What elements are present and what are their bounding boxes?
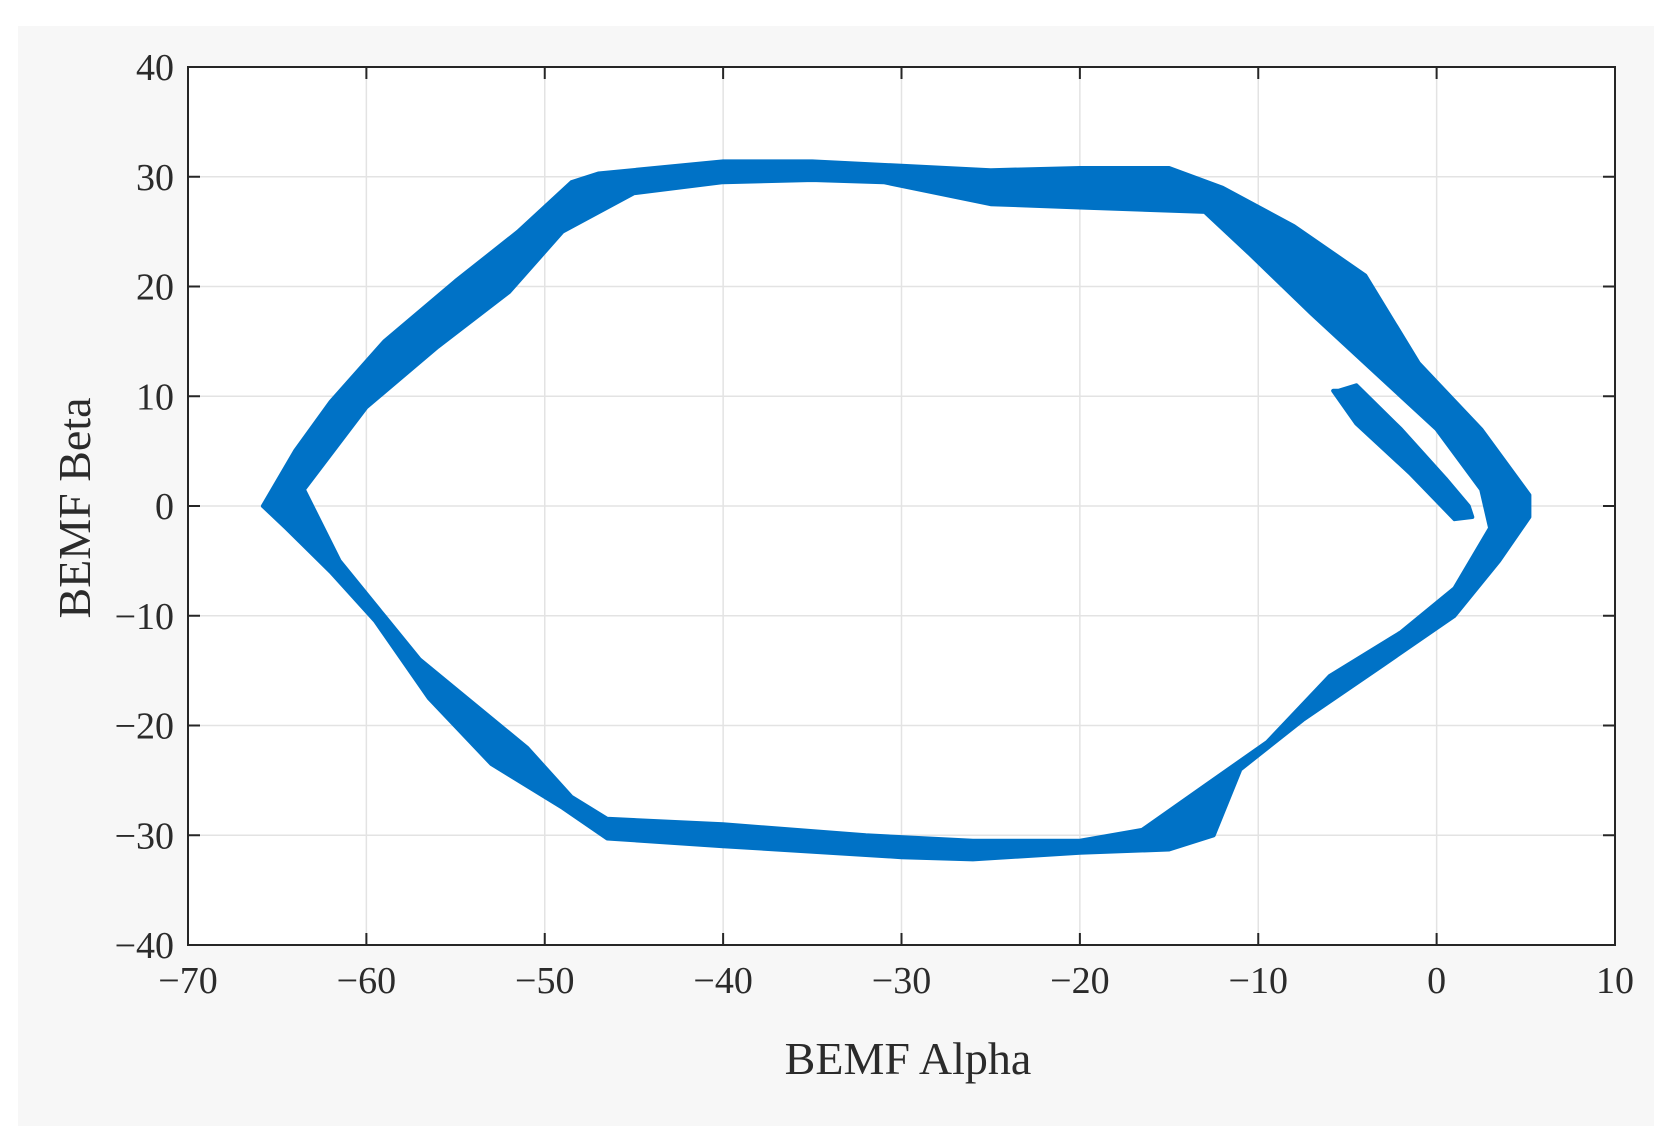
y-tick-label: 10 bbox=[136, 376, 174, 418]
y-tick-label: 30 bbox=[136, 157, 174, 199]
bemf-trajectory-band bbox=[260, 159, 1532, 862]
x-tick-label: −20 bbox=[1050, 960, 1109, 1002]
x-tick-label: −70 bbox=[158, 960, 217, 1002]
y-tick-label: −40 bbox=[115, 925, 174, 967]
y-tick-label: −10 bbox=[115, 596, 174, 638]
x-tick-label: 10 bbox=[1596, 960, 1634, 1002]
tick-labels: −70 −60 −50 −40 −30 −20 −10 0 10 −40 −30 −20 −10 0 10 2… bbox=[115, 47, 1634, 1002]
y-tick-label: 0 bbox=[155, 486, 174, 528]
x-tick-label: −50 bbox=[515, 960, 574, 1002]
y-tick-label: 20 bbox=[136, 267, 174, 309]
y-axis-label: BEMF Beta bbox=[49, 397, 100, 618]
y-tick-label: −30 bbox=[115, 815, 174, 857]
bemf-inner-loop bbox=[1331, 383, 1475, 522]
y-tick-label: 40 bbox=[136, 47, 174, 89]
x-tick-label: −10 bbox=[1229, 960, 1288, 1002]
x-tick-label: −60 bbox=[337, 960, 396, 1002]
y-tick-label: −20 bbox=[115, 706, 174, 748]
x-tick-label: −30 bbox=[872, 960, 931, 1002]
grid bbox=[187, 66, 1616, 946]
x-tick-label: −40 bbox=[693, 960, 752, 1002]
x-axis-label: BEMF Alpha bbox=[785, 1033, 1032, 1084]
x-tick-label: 0 bbox=[1427, 960, 1446, 1002]
data-layer bbox=[260, 159, 1532, 862]
axes bbox=[187, 66, 1616, 946]
